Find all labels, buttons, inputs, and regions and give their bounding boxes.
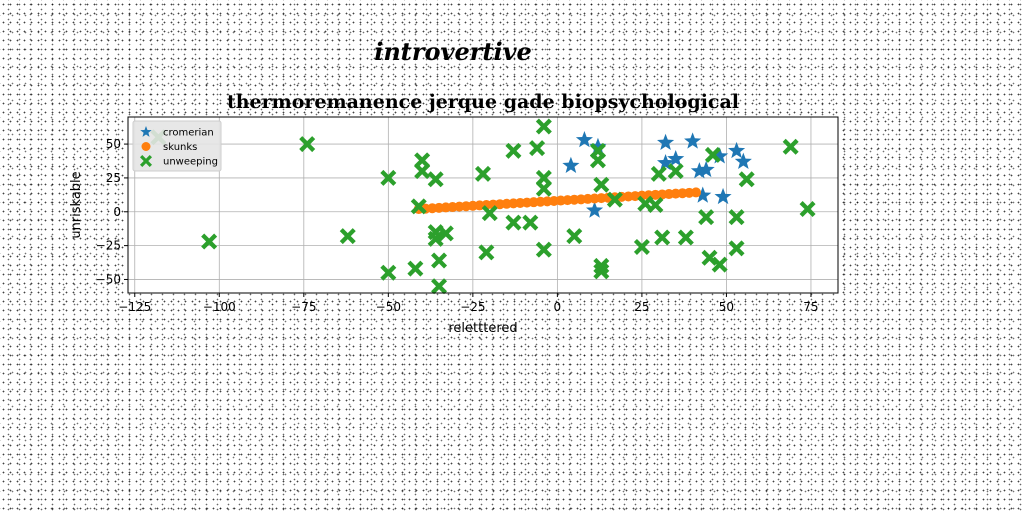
unweeping-point <box>535 241 552 258</box>
x-tick-label: −125 <box>118 300 151 314</box>
x-tick-label: −25 <box>460 300 485 314</box>
cromerian-point <box>697 160 715 178</box>
x-axis-ticks: −125 −100 −75 −50 −25 0 25 50 75 <box>118 293 819 314</box>
unweeping-point <box>728 240 745 257</box>
unweeping-point <box>698 209 715 226</box>
unweeping-point <box>711 256 728 273</box>
y-tick-label: 0 <box>113 205 121 219</box>
unweeping-point <box>380 264 397 281</box>
unweeping-point <box>566 228 583 245</box>
y-axis-ticks: −50 −25 0 25 50 <box>96 137 128 286</box>
skunks-point <box>691 187 701 198</box>
cromerian-point <box>575 131 593 148</box>
unweeping-point <box>414 163 431 180</box>
cromerian-point <box>589 137 607 155</box>
unweeping-point <box>738 171 755 188</box>
series-cromerian <box>562 131 752 218</box>
unweeping-point <box>201 233 218 250</box>
unweeping-point <box>701 249 718 266</box>
unweeping-point <box>481 205 498 222</box>
unweeping-point <box>606 191 623 208</box>
y-tick-label: −25 <box>96 239 121 253</box>
cromerian-point <box>586 201 604 218</box>
unweeping-point <box>647 197 664 213</box>
unweeping-point <box>299 136 316 153</box>
unweeping-point <box>654 229 671 246</box>
unweeping-point <box>478 244 495 261</box>
unweeping-point <box>339 228 356 245</box>
unweeping-point <box>410 198 427 215</box>
unweeping-point <box>427 171 444 188</box>
legend-marker-skunks <box>141 142 151 151</box>
x-tick-label: 25 <box>634 300 649 314</box>
unweeping-point <box>633 238 650 255</box>
legend-box <box>132 120 222 172</box>
cromerian-point <box>711 147 729 164</box>
cromerian-point <box>562 156 580 174</box>
x-tick-label: 50 <box>719 300 734 314</box>
plot-frame <box>127 116 839 294</box>
legend-marker-unweeping <box>140 155 152 167</box>
x-axis-label: reletttered <box>448 321 517 336</box>
data-series <box>150 118 816 295</box>
legend-marker-cromerian <box>140 126 152 137</box>
unweeping-point <box>799 201 816 218</box>
unweeping-point <box>522 214 539 231</box>
unweeping-point <box>529 140 546 157</box>
unweeping-point <box>427 230 444 247</box>
x-tick-label: −75 <box>291 300 316 314</box>
unweeping-point <box>431 252 448 269</box>
unweeping-point <box>728 209 745 226</box>
cromerian-point <box>657 154 675 171</box>
x-tick-label: 75 <box>803 300 818 314</box>
cromerian-point <box>684 132 702 149</box>
unweeping-point <box>505 142 522 159</box>
cromerian-point <box>694 186 712 203</box>
unweeping-point <box>535 118 552 135</box>
figure-suptitle: introvertive <box>374 37 532 66</box>
y-tick-label: 50 <box>106 137 121 151</box>
unweeping-point <box>704 146 721 163</box>
unweeping-point <box>593 263 610 280</box>
y-tick-label: 25 <box>106 171 121 185</box>
chart-legend: cromerian skunks unweeping <box>132 120 222 172</box>
cromerian-point <box>728 141 746 159</box>
unweeping-point <box>505 214 522 231</box>
series-unweeping <box>150 118 816 295</box>
unweeping-point <box>677 229 694 246</box>
cromerian-point <box>734 152 752 169</box>
unweeping-point <box>475 165 491 182</box>
chart-title: thermoremanence jerque gade biopsycholog… <box>227 91 739 113</box>
unweeping-point <box>431 278 448 295</box>
legend-label-unweeping: unweeping <box>163 157 218 168</box>
y-axis-label: unriskable <box>69 171 84 238</box>
x-tick-label: 0 <box>554 300 562 314</box>
cromerian-point <box>690 162 708 179</box>
y-tick-label: −50 <box>96 272 121 286</box>
cromerian-point <box>667 149 685 167</box>
unweeping-point <box>589 152 606 169</box>
unweeping-point <box>593 176 610 193</box>
cromerian-point <box>714 187 732 205</box>
legend-label-skunks: skunks <box>163 142 197 153</box>
unweeping-point <box>407 260 424 277</box>
unweeping-point <box>380 169 397 186</box>
x-tick-label: −50 <box>376 300 401 314</box>
unweeping-point <box>650 165 667 182</box>
unweeping-point <box>782 138 799 155</box>
unweeping-point <box>667 163 684 180</box>
cromerian-point <box>657 133 675 150</box>
unweeping-point <box>535 180 552 197</box>
legend-label-cromerian: cromerian <box>163 128 214 139</box>
x-tick-label: −100 <box>203 300 236 314</box>
unweeping-point <box>437 225 454 242</box>
